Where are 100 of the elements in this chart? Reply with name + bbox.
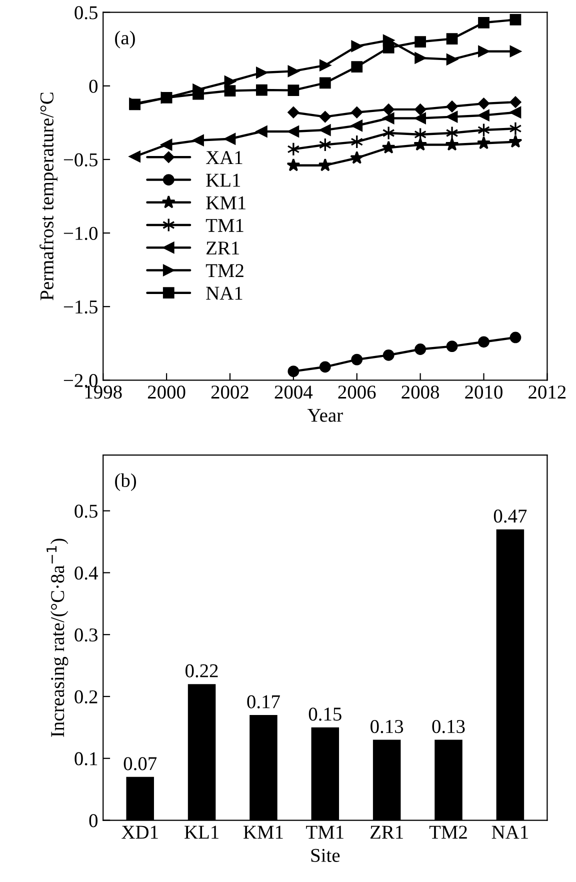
point [382,349,394,361]
data-label: 0.17 [247,695,280,708]
point [510,96,522,108]
point [445,138,459,151]
point [510,106,522,118]
x-axis-title: Site [311,848,340,862]
point [446,111,458,122]
point [256,84,268,96]
legend-label: KL1 [206,174,240,187]
point [446,54,458,66]
x-tick-label: XD1 [122,826,158,839]
x-tick-label: 2010 [465,386,502,399]
legend-label: ZR1 [206,242,239,254]
point [288,126,300,138]
point [510,14,522,26]
legend-label: XA1 [206,151,242,164]
point [319,60,331,72]
x-tick-label: 2006 [338,386,376,399]
point [288,106,300,118]
point [192,134,204,146]
point [414,52,426,64]
point [382,112,394,124]
point [318,158,332,172]
point [288,84,300,96]
y-tick-label: −2.0 [64,374,98,388]
y-tick-label: −1.0 [64,226,98,240]
point [446,100,458,112]
y-tick-label: 0.2 [74,690,98,704]
point [319,111,331,123]
point [510,46,522,58]
x-tick-label: 2000 [148,386,186,399]
point [382,104,394,116]
y-tick-label: −0.5 [64,153,98,166]
point [351,120,363,132]
x-tick-label: 2004 [274,386,313,399]
x-tick-label: TM1 [306,826,344,839]
point [446,340,458,352]
point [286,158,300,172]
data-label: 0.47 [494,510,527,523]
x-tick-label: TM2 [429,826,467,839]
y-tick-label: 0.5 [74,504,98,518]
point [414,138,428,151]
x-axis-title: Year [307,408,343,422]
point [351,40,363,52]
point [478,98,490,110]
legend-label: TM2 [206,264,244,278]
point [414,36,426,48]
y-tick-label: 0 [89,814,98,828]
point [478,336,490,348]
y-axis-title: Permafrost temperature/°C [40,92,58,300]
y-tick-label: 0.4 [74,566,98,580]
y-tick-label: 0.1 [74,752,98,766]
point [414,112,426,124]
x-tick-label: 2002 [211,386,248,399]
point [256,66,268,78]
legend-label: KM1 [206,196,246,210]
data-label: 0.22 [186,664,218,678]
x-tick-label: KL1 [184,826,218,839]
y-axis-title: Increasing rate/(°C·8a$^{−1}$) [46,538,68,737]
point [382,42,394,54]
legend-label: NA1 [206,286,242,300]
x-tick-label: 2008 [402,386,440,399]
x-tick-label: KM1 [244,826,283,839]
point [319,124,331,136]
legend-label: TM1 [206,218,244,232]
x-tick-label: 1998 [85,386,122,399]
point [288,366,300,378]
point [224,85,236,96]
point [351,61,363,72]
data-label: 0.15 [308,708,342,721]
point [350,150,364,164]
point [319,77,331,89]
point [509,121,522,136]
x-tick-label: 2012 [528,386,566,399]
point [319,361,331,373]
point [508,134,522,148]
point [446,33,458,45]
data-label: 0.07 [124,757,157,770]
point [414,344,426,355]
annotation: (b) [115,473,136,492]
point [129,150,141,162]
y-tick-label: 0 [89,80,98,93]
data-label: 0.13 [432,720,465,734]
point [256,126,268,138]
annotation: (a) [115,30,135,48]
point [287,142,300,156]
data-label: 0.13 [370,720,404,734]
point [351,354,363,366]
x-tick-label: ZR1 [370,826,403,839]
point [478,16,490,28]
point [192,88,204,100]
point [351,106,363,118]
point [414,104,426,116]
point [288,66,300,77]
point [224,133,236,145]
point [510,332,522,344]
point [382,140,396,154]
y-tick-label: 0.5 [74,6,98,20]
x-tick-label: NA1 [492,826,528,839]
point [160,139,172,150]
